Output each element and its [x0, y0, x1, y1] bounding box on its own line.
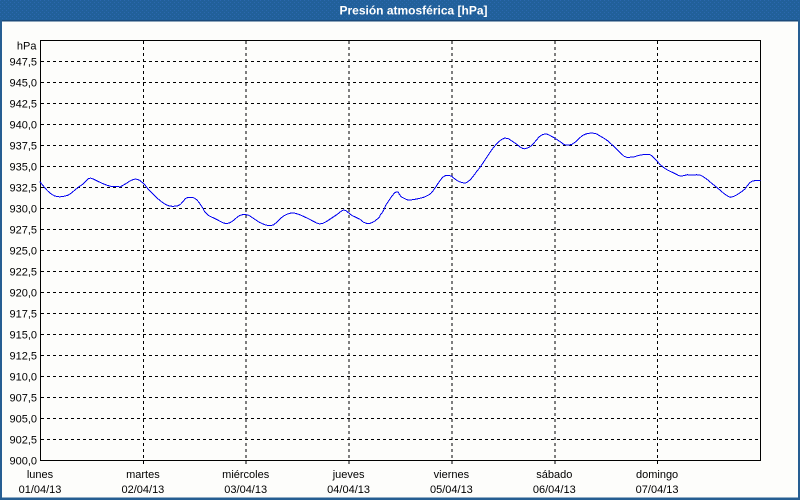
svg-text:domingo: domingo — [636, 469, 678, 481]
svg-text:hPa: hPa — [17, 41, 37, 53]
svg-text:900,0: 900,0 — [9, 456, 37, 468]
svg-text:02/04/13: 02/04/13 — [121, 484, 164, 496]
svg-text:jueves: jueves — [332, 469, 365, 481]
svg-text:907,5: 907,5 — [9, 393, 37, 405]
svg-text:905,0: 905,0 — [9, 414, 37, 426]
svg-text:927,5: 927,5 — [9, 225, 37, 237]
svg-text:920,0: 920,0 — [9, 288, 37, 300]
svg-text:917,5: 917,5 — [9, 309, 37, 321]
svg-text:sábado: sábado — [536, 469, 572, 481]
svg-text:01/04/13: 01/04/13 — [19, 484, 62, 496]
svg-text:04/04/13: 04/04/13 — [327, 484, 370, 496]
svg-text:925,0: 925,0 — [9, 246, 37, 258]
svg-text:912,5: 912,5 — [9, 351, 37, 363]
svg-text:937,5: 937,5 — [9, 141, 37, 153]
svg-text:947,5: 947,5 — [9, 57, 37, 69]
svg-text:945,0: 945,0 — [9, 78, 37, 90]
svg-text:lunes: lunes — [27, 469, 54, 481]
svg-text:902,5: 902,5 — [9, 435, 37, 447]
svg-text:03/04/13: 03/04/13 — [224, 484, 267, 496]
svg-text:Presión atmosférica [hPa]: Presión atmosférica [hPa] — [339, 4, 487, 18]
svg-text:viernes: viernes — [434, 469, 470, 481]
svg-text:910,0: 910,0 — [9, 372, 37, 384]
svg-text:932,5: 932,5 — [9, 183, 37, 195]
svg-text:martes: martes — [126, 469, 160, 481]
svg-text:930,0: 930,0 — [9, 204, 37, 216]
svg-text:07/04/13: 07/04/13 — [636, 484, 679, 496]
svg-text:942,5: 942,5 — [9, 99, 37, 111]
svg-text:05/04/13: 05/04/13 — [430, 484, 473, 496]
svg-text:06/04/13: 06/04/13 — [533, 484, 576, 496]
svg-text:miércoles: miércoles — [222, 469, 270, 481]
svg-text:915,0: 915,0 — [9, 330, 37, 342]
svg-text:935,0: 935,0 — [9, 162, 37, 174]
svg-text:922,5: 922,5 — [9, 267, 37, 279]
svg-text:940,0: 940,0 — [9, 120, 37, 132]
